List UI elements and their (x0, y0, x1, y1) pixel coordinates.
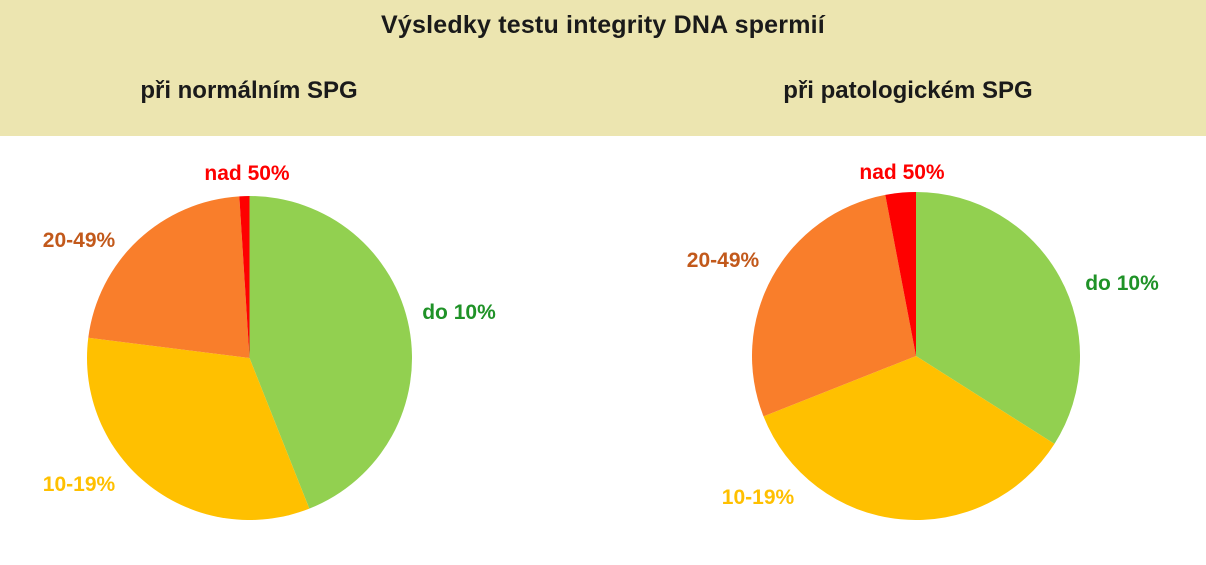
right-label-nad-50: nad 50% (859, 161, 945, 184)
chart-title: Výsledky testu integrity DNA spermií (381, 11, 825, 39)
left-label-nad-50: nad 50% (204, 162, 290, 185)
pie-slice-20-49 (752, 194, 916, 417)
pie-slice-nad-50 (885, 192, 916, 356)
pie-slice-20-49 (88, 196, 250, 358)
left-label-10-19: 10-19% (42, 473, 116, 496)
right-label-20-49: 20-49% (686, 249, 760, 272)
subtitle-normal-spg: při normálním SPG (140, 77, 358, 104)
right-label-do-10: do 10% (1085, 272, 1159, 295)
pie-chart-normal-spg (87, 196, 412, 520)
left-label-20-49: 20-49% (42, 229, 116, 252)
pie-chart-pathological-spg (752, 192, 1080, 520)
pie-slice-do-10 (916, 192, 1080, 444)
right-label-10-19: 10-19% (721, 486, 795, 509)
pie-slice-10-19 (87, 337, 310, 520)
pie-slice-nad-50 (239, 196, 250, 358)
header-band: Výsledky testu integrity DNA spermií při… (0, 0, 1206, 136)
pie-slice-do-10 (249, 196, 412, 509)
subtitle-pathological-spg: při patologickém SPG (783, 77, 1033, 104)
pie-slice-10-19 (763, 356, 1055, 520)
left-label-do-10: do 10% (422, 301, 496, 324)
